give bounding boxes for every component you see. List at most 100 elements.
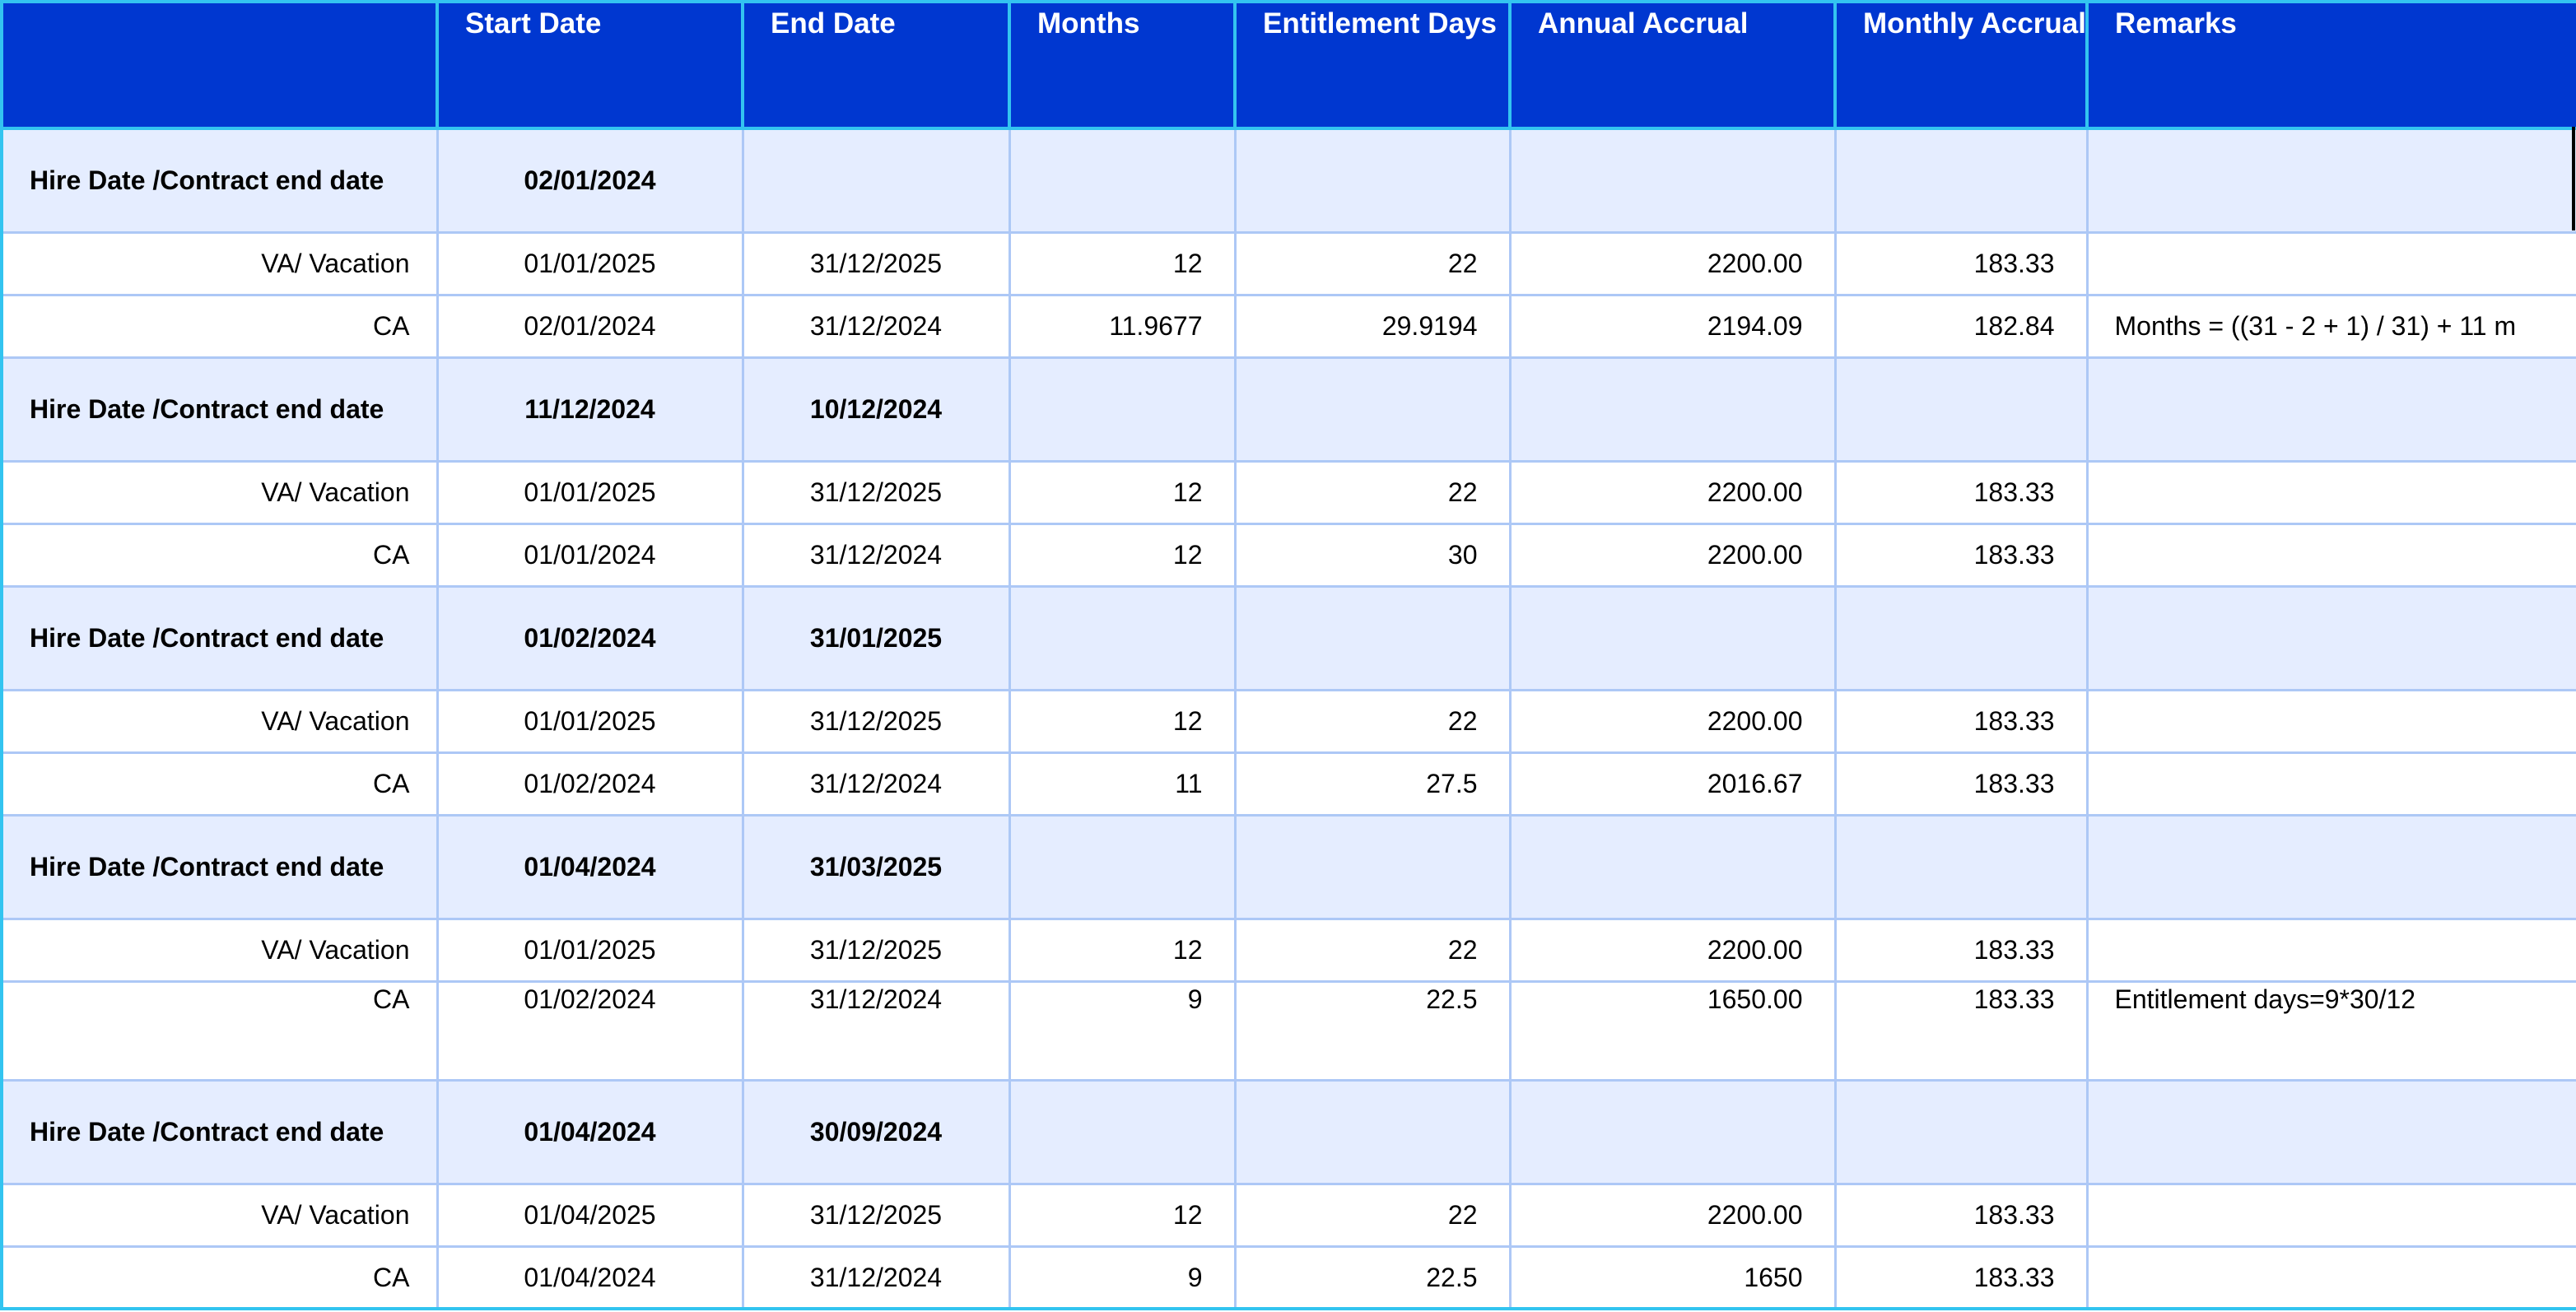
end-date-cell[interactable]: 31/12/2024 <box>741 979 1011 1082</box>
group-start-cell[interactable]: 01/04/2024 <box>436 1078 744 1185</box>
empty-cell[interactable] <box>1508 1078 1837 1185</box>
end-date-cell[interactable]: 31/12/2024 <box>741 522 1011 588</box>
annual-accrual-cell[interactable]: 2194.09 <box>1508 293 1837 359</box>
annual-accrual-cell[interactable]: 2200.00 <box>1508 917 1837 983</box>
remarks-cell[interactable]: Months = ((31 - 2 + 1) / 31) + 11 m <box>2085 293 2576 359</box>
empty-cell[interactable] <box>1008 813 1237 920</box>
type-cell[interactable]: CA <box>0 979 439 1082</box>
type-cell[interactable]: CA <box>0 293 439 359</box>
monthly-accrual-cell[interactable]: 183.33 <box>1833 917 2089 983</box>
monthly-accrual-cell[interactable]: 183.33 <box>1833 688 2089 754</box>
empty-cell[interactable] <box>1233 584 1512 691</box>
group-end-cell[interactable]: 31/03/2025 <box>741 813 1011 920</box>
months-cell[interactable]: 9 <box>1008 979 1237 1082</box>
annual-accrual-cell[interactable]: 2200.00 <box>1508 688 1837 754</box>
start-date-cell[interactable]: 01/04/2025 <box>436 1182 744 1248</box>
monthly-accrual-cell[interactable]: 182.84 <box>1833 293 2089 359</box>
remarks-cell[interactable] <box>2085 459 2576 525</box>
monthly-accrual-cell[interactable]: 183.33 <box>1833 979 2089 1082</box>
header-cell-monthly-accrual[interactable]: Monthly Accrual <box>1833 0 2089 130</box>
annual-accrual-cell[interactable]: 2200.00 <box>1508 1182 1837 1248</box>
group-end-cell[interactable]: 31/01/2025 <box>741 584 1011 691</box>
empty-cell[interactable] <box>1833 584 2089 691</box>
remarks-cell[interactable] <box>2085 751 2576 817</box>
header-cell-type[interactable] <box>0 0 439 130</box>
group-label-cell[interactable]: Hire Date /Contract end date <box>0 813 439 920</box>
header-cell-annual-accrual[interactable]: Annual Accrual <box>1508 0 1837 130</box>
header-cell-end-date[interactable]: End Date <box>741 0 1011 130</box>
months-cell[interactable]: 12 <box>1008 917 1237 983</box>
start-date-cell[interactable]: 01/02/2024 <box>436 751 744 817</box>
start-date-cell[interactable]: 01/01/2025 <box>436 917 744 983</box>
empty-cell[interactable] <box>1833 127 2089 234</box>
monthly-accrual-cell[interactable]: 183.33 <box>1833 1182 2089 1248</box>
entitlement-cell[interactable]: 22 <box>1233 459 1512 525</box>
empty-cell[interactable] <box>2085 813 2576 920</box>
end-date-cell[interactable]: 31/12/2024 <box>741 293 1011 359</box>
empty-cell[interactable] <box>1508 127 1837 234</box>
header-cell-start-date[interactable]: Start Date <box>436 0 744 130</box>
end-date-cell[interactable]: 31/12/2025 <box>741 917 1011 983</box>
group-start-cell[interactable]: 11/12/2024 <box>436 356 744 463</box>
empty-cell[interactable] <box>1233 1078 1512 1185</box>
group-start-cell[interactable]: 01/04/2024 <box>436 813 744 920</box>
remarks-cell[interactable] <box>2085 1245 2576 1310</box>
empty-cell[interactable] <box>2085 356 2576 463</box>
header-cell-entitlement-days[interactable]: Entitlement Days <box>1233 0 1512 130</box>
start-date-cell[interactable]: 01/01/2025 <box>436 688 744 754</box>
empty-cell[interactable] <box>1508 356 1837 463</box>
entitlement-cell[interactable]: 30 <box>1233 522 1512 588</box>
empty-cell[interactable] <box>1008 1078 1237 1185</box>
empty-cell[interactable] <box>2085 127 2576 234</box>
empty-cell[interactable] <box>2085 584 2576 691</box>
end-date-cell[interactable]: 31/12/2025 <box>741 230 1011 296</box>
entitlement-cell[interactable]: 27.5 <box>1233 751 1512 817</box>
remarks-cell[interactable] <box>2085 230 2576 296</box>
monthly-accrual-cell[interactable]: 183.33 <box>1833 751 2089 817</box>
empty-cell[interactable] <box>1008 584 1237 691</box>
remarks-cell[interactable]: Entitlement days=9*30/12 <box>2085 979 2576 1082</box>
group-label-cell[interactable]: Hire Date /Contract end date <box>0 356 439 463</box>
start-date-cell[interactable]: 01/01/2024 <box>436 522 744 588</box>
start-date-cell[interactable]: 01/01/2025 <box>436 459 744 525</box>
empty-cell[interactable] <box>1233 813 1512 920</box>
monthly-accrual-cell[interactable]: 183.33 <box>1833 522 2089 588</box>
start-date-cell[interactable]: 02/01/2024 <box>436 293 744 359</box>
type-cell[interactable]: CA <box>0 751 439 817</box>
months-cell[interactable]: 11.9677 <box>1008 293 1237 359</box>
empty-cell[interactable] <box>1833 1078 2089 1185</box>
group-start-cell[interactable]: 02/01/2024 <box>436 127 744 234</box>
entitlement-cell[interactable]: 22.5 <box>1233 979 1512 1082</box>
months-cell[interactable]: 9 <box>1008 1245 1237 1310</box>
annual-accrual-cell[interactable]: 2016.67 <box>1508 751 1837 817</box>
remarks-cell[interactable] <box>2085 1182 2576 1248</box>
annual-accrual-cell[interactable]: 1650 <box>1508 1245 1837 1310</box>
group-label-cell[interactable]: Hire Date /Contract end date <box>0 127 439 234</box>
remarks-cell[interactable] <box>2085 917 2576 983</box>
end-date-cell[interactable]: 31/12/2025 <box>741 1182 1011 1248</box>
type-cell[interactable]: VA/ Vacation <box>0 1182 439 1248</box>
type-cell[interactable]: VA/ Vacation <box>0 230 439 296</box>
header-cell-months[interactable]: Months <box>1008 0 1237 130</box>
end-date-cell[interactable]: 31/12/2024 <box>741 751 1011 817</box>
header-cell-remarks[interactable]: Remarks <box>2085 0 2576 130</box>
annual-accrual-cell[interactable]: 2200.00 <box>1508 230 1837 296</box>
type-cell[interactable]: CA <box>0 522 439 588</box>
start-date-cell[interactable]: 01/02/2024 <box>436 979 744 1082</box>
months-cell[interactable]: 12 <box>1008 1182 1237 1248</box>
monthly-accrual-cell[interactable]: 183.33 <box>1833 230 2089 296</box>
entitlement-cell[interactable]: 29.9194 <box>1233 293 1512 359</box>
empty-cell[interactable] <box>1233 127 1512 234</box>
entitlement-cell[interactable]: 22 <box>1233 917 1512 983</box>
months-cell[interactable]: 11 <box>1008 751 1237 817</box>
remarks-cell[interactable] <box>2085 522 2576 588</box>
end-date-cell[interactable]: 31/12/2025 <box>741 459 1011 525</box>
empty-cell[interactable] <box>1833 813 2089 920</box>
empty-cell[interactable] <box>2085 1078 2576 1185</box>
annual-accrual-cell[interactable]: 2200.00 <box>1508 522 1837 588</box>
type-cell[interactable]: VA/ Vacation <box>0 917 439 983</box>
entitlement-cell[interactable]: 22 <box>1233 688 1512 754</box>
group-label-cell[interactable]: Hire Date /Contract end date <box>0 1078 439 1185</box>
monthly-accrual-cell[interactable]: 183.33 <box>1833 1245 2089 1310</box>
entitlement-cell[interactable]: 22 <box>1233 230 1512 296</box>
